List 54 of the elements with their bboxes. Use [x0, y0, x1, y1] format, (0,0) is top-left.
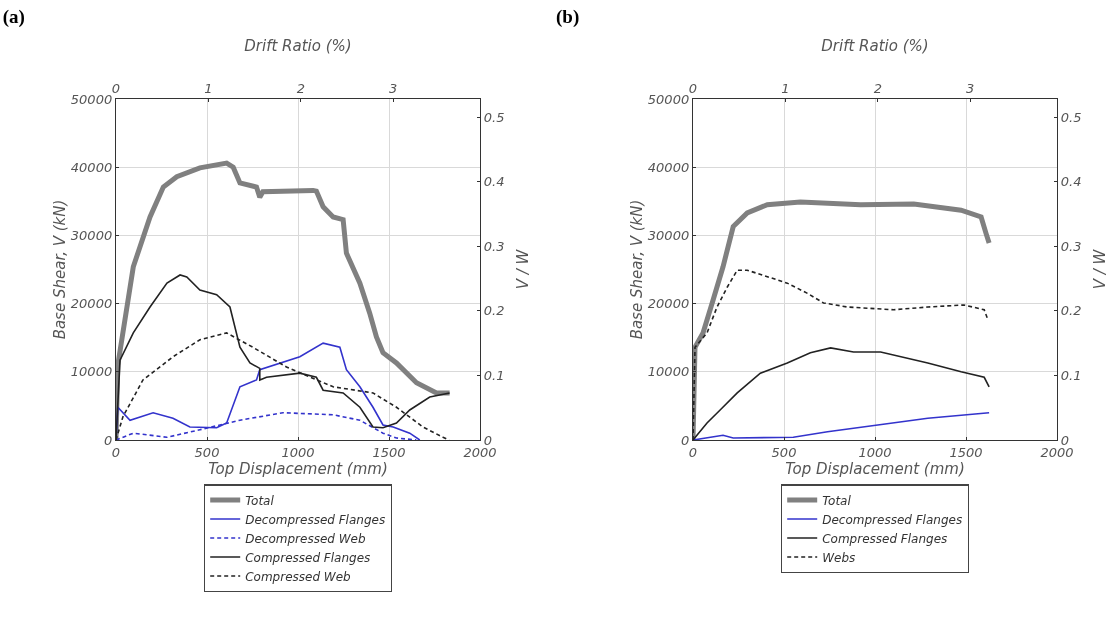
y-tick-label: 0 — [103, 432, 113, 448]
line-series — [693, 411, 990, 440]
x2-tick-label: 3 — [966, 80, 975, 96]
legend-label: Total — [245, 493, 275, 508]
legend-label: Decompressed Web — [245, 531, 366, 546]
x2-tick-label: 3 — [389, 80, 398, 96]
y-tick-label: 40000 — [647, 159, 690, 175]
x-tick-label: 1500 — [372, 444, 406, 460]
legend-label: Decompressed Flanges — [822, 512, 963, 527]
x2-tick-label: 1 — [781, 80, 790, 96]
y2-tick-label: 0.5 — [483, 109, 505, 125]
x-tick-label: 1500 — [949, 444, 983, 460]
x-axis-title: Top Displacement (mm) — [785, 459, 965, 478]
legend-label: Compressed Flanges — [822, 531, 948, 546]
y-axis-title: Base Shear, V (kN) — [50, 199, 69, 340]
x2-axis-title: Drift Ratio (%) — [821, 37, 929, 56]
y2-tick-label: 0.4 — [483, 174, 505, 190]
x2-axis-title: Drift Ratio (%) — [244, 37, 352, 56]
x-tick-label: 500 — [771, 444, 797, 460]
y2-tick-label: 0.5 — [1060, 109, 1082, 125]
y-tick-label: 0 — [680, 432, 690, 448]
y2-tick-label: 0.3 — [1060, 238, 1082, 254]
y-tick-label: 50000 — [70, 91, 113, 107]
y2-axis-title: V / W — [513, 248, 532, 290]
x2-tick-label: 1 — [204, 80, 213, 96]
legend-label: Total — [822, 493, 852, 508]
y2-tick-label: 0.1 — [1060, 367, 1082, 383]
y-tick-label: 10000 — [647, 364, 690, 380]
chart-title: (a) — [2, 5, 25, 28]
x2-tick-label: 2 — [873, 80, 882, 96]
y-tick-label: 40000 — [70, 159, 113, 175]
legend-label: Compressed Web — [245, 569, 352, 584]
y2-tick-label: 0.2 — [1060, 303, 1082, 319]
y2-tick-label: 0.4 — [1060, 174, 1082, 190]
y2-tick-label: 0.1 — [483, 367, 505, 383]
y-tick-label: 30000 — [647, 227, 690, 243]
y2-axis-title: V / W — [1090, 248, 1109, 290]
y2-tick-label: 0.3 — [483, 238, 505, 254]
y-axis-title: Base Shear, V (kN) — [627, 199, 646, 340]
x2-tick-label: 2 — [296, 80, 305, 96]
y2-tick-label: 0.2 — [483, 303, 505, 319]
y-tick-label: 30000 — [70, 227, 113, 243]
legend-label: Compressed Flanges — [245, 550, 371, 565]
x-tick-label: 1000 — [858, 444, 892, 460]
chart-title: (b) — [556, 5, 580, 28]
x-axis-title: Top Displacement (mm) — [208, 459, 388, 478]
y-tick-label: 20000 — [70, 296, 113, 312]
x-tick-label: 500 — [194, 444, 220, 460]
y-tick-label: 50000 — [647, 91, 690, 107]
x-tick-label: 1000 — [281, 444, 315, 460]
y-tick-label: 10000 — [70, 364, 113, 380]
legend-label: Webs — [822, 550, 856, 565]
legend-label: Decompressed Flanges — [245, 512, 386, 527]
y-tick-label: 20000 — [647, 296, 690, 312]
